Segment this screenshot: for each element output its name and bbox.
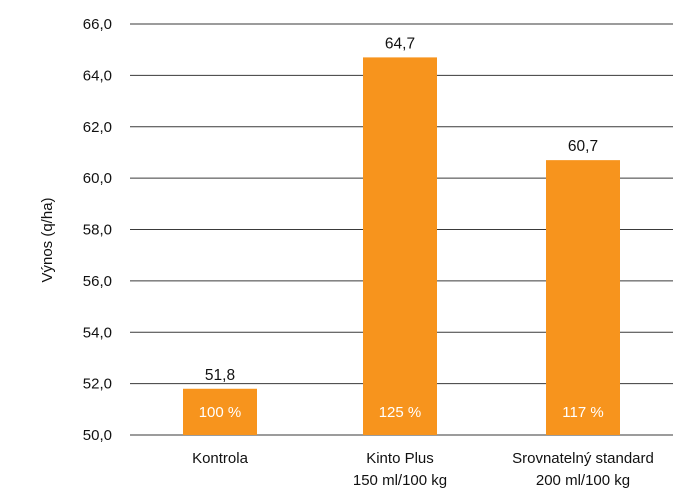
y-tick-label: 52,0 [83,376,112,393]
category-labels: Kontrola Kinto Plus 150 ml/100 kg Srovnatel… [192,450,654,489]
bar [546,160,620,436]
category-label: 200 ml/100 kg [536,472,630,489]
value-label: 51,8 [205,367,235,384]
value-label: 60,7 [568,138,598,155]
y-axis-label: Výnos (q/ha) [39,197,56,282]
percent-label: 125 % [379,404,422,421]
percent-labels: 100 % 125 % 117 % [199,404,604,421]
category-label: 150 ml/100 kg [353,472,447,489]
y-tick-label: 56,0 [83,273,112,290]
y-tick-label: 66,0 [83,16,112,33]
category-label: Kinto Plus [366,450,434,467]
bar [363,57,437,436]
y-tick-label: 50,0 [83,427,112,444]
percent-label: 117 % [562,404,603,421]
y-tick-label: 62,0 [83,119,112,136]
y-tick-label: 54,0 [83,324,112,341]
category-label: Srovnatelný standard [512,450,654,467]
bars [183,57,620,436]
percent-label: 100 % [199,404,242,421]
y-tick-label: 64,0 [83,67,112,84]
category-label: Kontrola [192,450,249,467]
y-axis-tick-labels: 50,0 52,0 54,0 56,0 58,0 60,0 62,0 64,0 66,0 [83,16,112,444]
value-labels: 51,8 64,7 60,7 [205,35,598,383]
y-tick-label: 58,0 [83,222,112,239]
value-label: 64,7 [385,35,415,52]
bar [183,388,257,435]
y-tick-label: 60,0 [83,170,112,187]
